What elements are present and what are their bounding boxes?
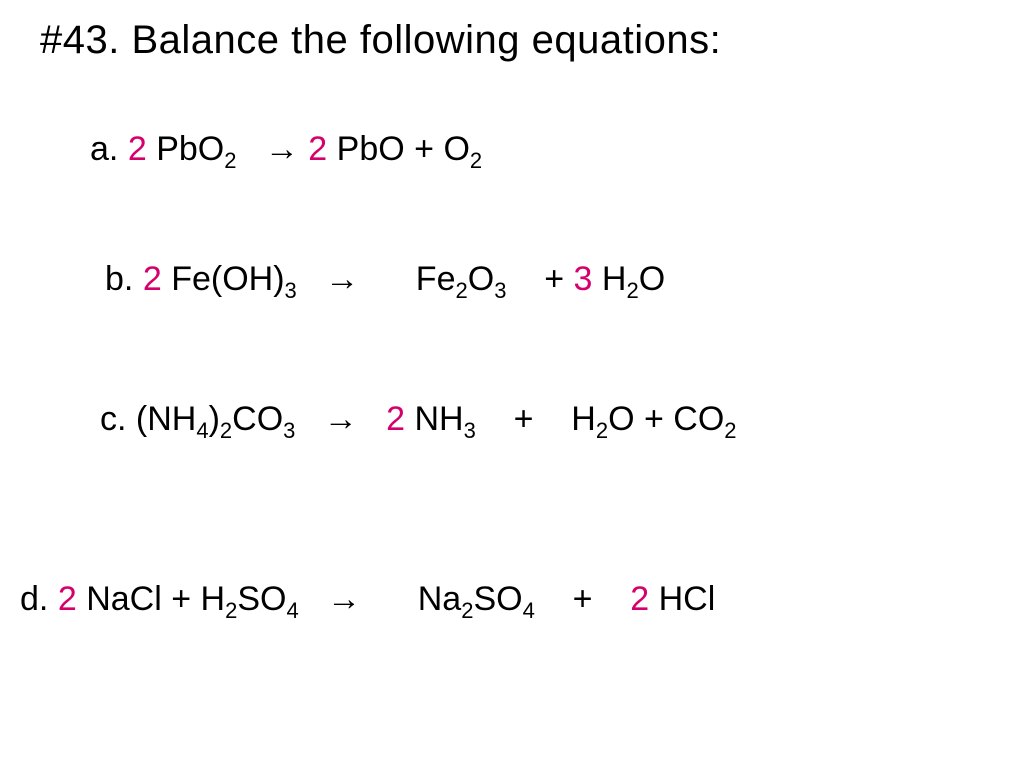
formula-text: ) [209,400,220,438]
equation-d: d. 2 NaCl + H2SO4 → Na2SO4 + 2 HCl [20,580,715,619]
coefficient: 2 [143,260,162,298]
reaction-arrow-icon: → [325,260,359,298]
equation-a: a. 2 PbO2 → 2 PbO + O2 [90,130,482,169]
spacer [359,260,416,298]
formula-text: SO [473,580,522,618]
formula-text: O [639,260,665,298]
spacer [327,130,336,168]
subscript: 2 [626,278,638,303]
slide-page: #43. Balance the following equations: a.… [0,0,1024,768]
formula-text: SO [237,580,286,618]
formula-text: PbO [156,130,224,168]
subscript: 2 [724,418,736,443]
formula-text: PbO + O [337,130,470,168]
spacer [299,130,308,168]
formula-text: CO [232,400,283,438]
subscript: 2 [596,418,608,443]
subscript: 3 [285,278,297,303]
spacer [295,400,323,438]
formula-text: HCl [659,580,716,618]
spacer [592,260,601,298]
coefficient: 2 [308,130,327,168]
formula-text: H [571,400,596,438]
subscript: 2 [220,418,232,443]
subscript: 4 [286,598,298,623]
formula-text: Fe [416,260,456,298]
page-title: #43. Balance the following equations: [40,18,1024,63]
subscript: 2 [470,148,482,173]
subscript: 3 [464,418,476,443]
equation-label: b. [105,260,143,298]
formula-text: O [468,260,494,298]
subscript: 3 [283,418,295,443]
spacer [236,130,264,168]
reaction-arrow-icon: → [265,130,299,168]
formula-text: Na [418,580,461,618]
reaction-arrow-icon: → [327,580,361,618]
spacer [297,260,325,298]
formula-text: O + CO [608,400,724,438]
reaction-arrow-icon: → [324,400,358,438]
equation-label: a. [90,130,128,168]
formula-text: NaCl + H [86,580,225,618]
subscript: 2 [461,598,473,623]
spacer: + [476,400,571,438]
subscript: 4 [196,418,208,443]
spacer [147,130,156,168]
spacer: + [506,260,573,298]
subscript: 2 [225,598,237,623]
subscript: 2 [224,148,236,173]
formula-text: NH [414,400,463,438]
coefficient: 2 [128,130,147,168]
formula-text: H [602,260,627,298]
equation-label: d. [20,580,58,618]
equation-c: c. (NH4)2CO3 → 2 NH3 + H2O + CO2 [100,400,737,439]
spacer [649,580,658,618]
coefficient: 3 [574,260,593,298]
formula-text: Fe(OH) [171,260,284,298]
spacer [358,400,386,438]
spacer: + [535,580,630,618]
coefficient: 2 [386,400,405,438]
spacer [162,260,171,298]
subscript: 2 [455,278,467,303]
spacer [77,580,86,618]
equation-label: c. [100,400,136,438]
coefficient: 2 [630,580,649,618]
equation-b: b. 2 Fe(OH)3 → Fe2O3 + 3 H2O [105,260,665,299]
spacer [361,580,418,618]
coefficient: 2 [58,580,77,618]
spacer [299,580,327,618]
formula-text: (NH [136,400,196,438]
subscript: 3 [494,278,506,303]
subscript: 4 [523,598,535,623]
